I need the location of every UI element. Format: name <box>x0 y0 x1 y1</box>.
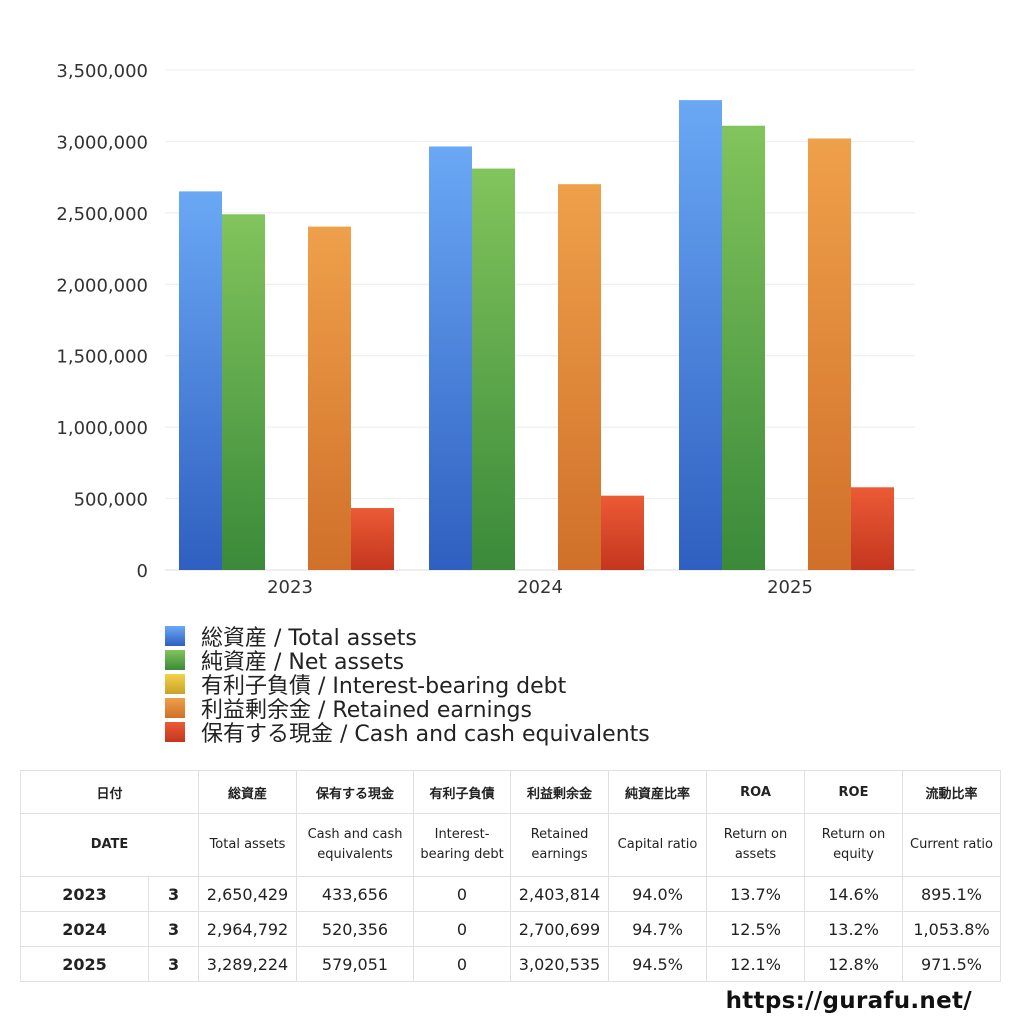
bar-1-2024 <box>429 146 472 570</box>
cell-month: 3 <box>147 876 200 912</box>
header-capital-ratio-ja: 純資産比率 <box>608 770 708 814</box>
header-total-assets-en: Total assets <box>198 813 298 877</box>
bar-1-2023 <box>179 191 222 570</box>
cell-roa: 12.1% <box>706 946 806 982</box>
legend-swatch <box>165 674 185 694</box>
header-debt-en: Interest-bearing debt <box>413 813 512 877</box>
bar-4-2023 <box>308 226 351 570</box>
header-roa-en: Return on assets <box>706 813 806 877</box>
cell-total-assets: 3,289,224 <box>198 946 298 982</box>
y-tick-label: 2,500,000 <box>56 204 148 225</box>
cell-capital-ratio: 94.0% <box>608 876 708 912</box>
cell-roa: 12.5% <box>706 911 806 947</box>
grid-lines <box>165 69 915 571</box>
legend-item: 利益剰余金 / Retained earnings <box>165 696 650 723</box>
legend: 総資産 / Total assets 純資産 / Net assets 有利子負債 … <box>165 624 650 747</box>
cell-year: 2025 <box>20 946 149 982</box>
legend-item: 有利子負債 / Interest-bearing debt <box>165 672 650 699</box>
table-row: 2023 3 2,650,429 433,656 0 2,403,814 94.… <box>20 876 1002 912</box>
financial-table: 日付 総資産 保有する現金 有利子負債 利益剰余金 純資産比率 ROA ROE … <box>19 770 1002 982</box>
cell-retained: 3,020,535 <box>510 946 610 982</box>
header-current-ratio-ja: 流動比率 <box>902 770 1002 814</box>
header-roe-ja: ROE <box>804 770 904 814</box>
bar-5-2024 <box>601 495 644 570</box>
cell-capital-ratio: 94.7% <box>608 911 708 947</box>
y-tick-label: 1,000,000 <box>56 418 148 439</box>
header-date-ja: 日付 <box>19 770 200 814</box>
bar-2-2025 <box>722 125 765 570</box>
bar-5-2023 <box>351 508 394 570</box>
header-cash-ja: 保有する現金 <box>296 770 415 814</box>
legend-label: 利益剰余金 / Retained earnings <box>201 698 532 723</box>
y-axis: 0 500,000 1,000,000 1,500,000 2,000,000 2,500… <box>56 61 148 582</box>
bar-4-2024 <box>558 184 601 570</box>
y-tick-label: 2,000,000 <box>56 275 148 296</box>
legend-label: 純資産 / Net assets <box>201 650 405 675</box>
cell-month: 3 <box>147 911 200 947</box>
bar-4-2025 <box>808 138 851 570</box>
header-debt-ja: 有利子負債 <box>413 770 512 814</box>
x-axis: 2023 2024 2025 <box>267 577 813 598</box>
header-current-ratio-en: Current ratio <box>902 813 1002 877</box>
header-date-en: DATE <box>19 813 200 877</box>
cell-total-assets: 2,964,792 <box>198 911 298 947</box>
cell-capital-ratio: 94.5% <box>608 946 708 982</box>
bar-2-2024 <box>472 168 515 571</box>
legend-label: 保有する現金 / Cash and cash equivalents <box>201 722 650 747</box>
header-retained-en: Retained earnings <box>510 813 610 877</box>
cell-year: 2023 <box>20 876 149 912</box>
cell-roa: 13.7% <box>706 876 806 912</box>
cell-retained: 2,700,699 <box>510 911 610 947</box>
cell-current-ratio: 1,053.8% <box>902 911 1002 947</box>
header-roa-ja: ROA <box>706 770 806 814</box>
x-tick-label: 2025 <box>767 577 813 598</box>
bars <box>179 100 894 571</box>
legend-swatch <box>165 650 185 670</box>
y-tick-label: 1,500,000 <box>56 347 148 368</box>
cell-year: 2024 <box>20 911 149 947</box>
cell-retained: 2,403,814 <box>510 876 610 912</box>
legend-label: 有利子負債 / Interest-bearing debt <box>201 674 567 699</box>
cell-month: 3 <box>147 946 200 982</box>
cell-debt: 0 <box>413 946 512 982</box>
legend-item: 総資産 / Total assets <box>165 624 650 651</box>
y-tick-label: 0 <box>137 561 148 582</box>
header-cash-en: Cash and cash equivalents <box>296 813 415 877</box>
bar-5-2025 <box>851 487 894 570</box>
legend-swatch <box>165 626 185 646</box>
table-row: 2025 3 3,289,224 579,051 0 3,020,535 94.… <box>20 946 1002 982</box>
table-row: 2024 3 2,964,792 520,356 0 2,700,699 94.… <box>20 911 1002 947</box>
header-capital-ratio-en: Capital ratio <box>608 813 708 877</box>
cell-cash: 433,656 <box>296 876 415 912</box>
cell-cash: 520,356 <box>296 911 415 947</box>
legend-swatch <box>165 722 185 742</box>
legend-swatch <box>165 698 185 718</box>
cell-current-ratio: 895.1% <box>902 876 1002 912</box>
header-roe-en: Return on equity <box>804 813 904 877</box>
cell-roe: 12.8% <box>804 946 904 982</box>
cell-debt: 0 <box>413 911 512 947</box>
header-total-assets-ja: 総資産 <box>198 770 298 814</box>
legend-item: 純資産 / Net assets <box>165 648 650 675</box>
bar-2-2023 <box>222 214 265 571</box>
header-retained-ja: 利益剰余金 <box>510 770 610 814</box>
cell-current-ratio: 971.5% <box>902 946 1002 982</box>
bar-chart: 0 500,000 1,000,000 1,500,000 2,000,000 2,500… <box>56 61 915 598</box>
cell-roe: 13.2% <box>804 911 904 947</box>
legend-label: 総資産 / Total assets <box>201 626 417 651</box>
cell-total-assets: 2,650,429 <box>198 876 298 912</box>
y-tick-label: 500,000 <box>74 490 148 511</box>
x-tick-label: 2024 <box>517 577 563 598</box>
cell-debt: 0 <box>413 876 512 912</box>
x-tick-label: 2023 <box>267 577 313 598</box>
y-tick-label: 3,500,000 <box>56 61 148 82</box>
cell-cash: 579,051 <box>296 946 415 982</box>
bar-1-2025 <box>679 100 722 571</box>
cell-roe: 14.6% <box>804 876 904 912</box>
source-url[interactable]: https://gurafu.net/ <box>725 988 972 1014</box>
legend-item: 保有する現金 / Cash and cash equivalents <box>165 720 650 747</box>
y-tick-label: 3,000,000 <box>56 132 148 153</box>
